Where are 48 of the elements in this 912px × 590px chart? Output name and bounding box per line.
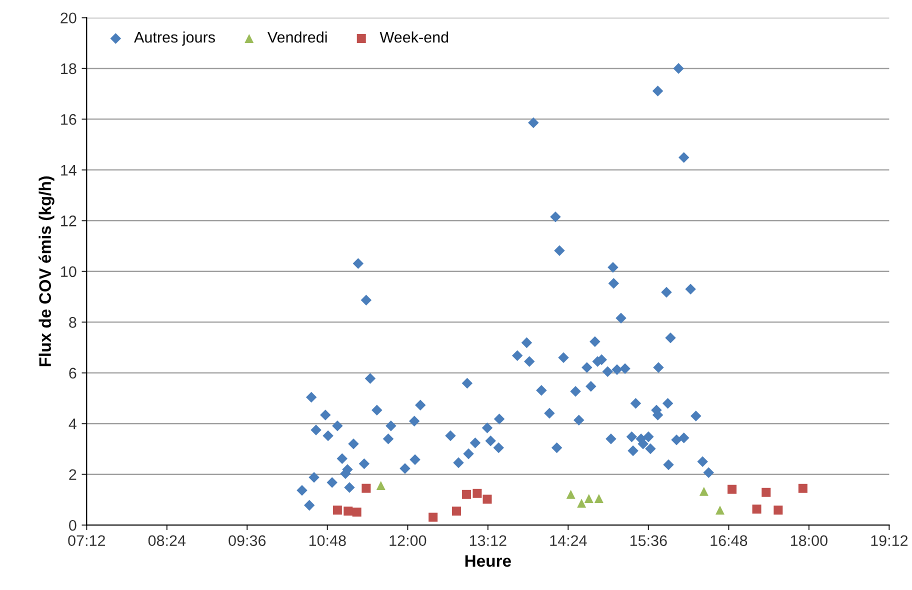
point — [577, 498, 586, 508]
point — [752, 504, 762, 514]
legend-label: Week-end — [380, 31, 448, 43]
x-axis-title: Heure — [465, 555, 511, 567]
x-tick-label: 07:12 — [68, 535, 105, 546]
point — [728, 484, 737, 494]
x-tick-label: 14:24 — [550, 535, 587, 546]
x-tick-label: 12:00 — [390, 535, 426, 546]
y-tick-label: 10 — [61, 266, 76, 278]
point — [362, 484, 371, 493]
y-tick-label: 6 — [69, 368, 76, 379]
x-tick-label: 16:48 — [710, 535, 748, 546]
y-tick-label: 18 — [61, 63, 76, 74]
y-tick-label: 8 — [69, 317, 76, 328]
y-tick-label: 12 — [61, 216, 76, 226]
x-tick-label: 08:24 — [148, 535, 186, 546]
x-tick-label: 19:12 — [871, 535, 908, 546]
point — [472, 488, 482, 498]
point — [428, 512, 438, 522]
legend-label: Vendredi — [268, 31, 327, 43]
y-tick-label: 4 — [68, 418, 76, 430]
point — [584, 494, 594, 503]
point — [699, 486, 708, 496]
legend-label: Autres jours — [134, 31, 215, 46]
point — [482, 494, 492, 504]
point — [594, 494, 604, 503]
point — [462, 490, 472, 499]
y-tick-label: 0 — [69, 520, 76, 531]
point — [352, 508, 362, 517]
y-tick-label: 2 — [69, 469, 76, 480]
y-tick-label: 14 — [61, 164, 76, 176]
x-tick-label: 15:36 — [630, 535, 667, 546]
x-tick-label: 18:00 — [790, 535, 828, 546]
point — [715, 506, 724, 515]
point — [376, 481, 386, 490]
y-axis-title: Flux de COV émis (kg/h) — [38, 176, 54, 366]
x-tick-label: 13:12 — [470, 535, 506, 546]
point — [452, 506, 461, 516]
x-tick-label: 09:36 — [228, 535, 266, 546]
y-tick-label: 16 — [61, 114, 76, 125]
point — [762, 488, 771, 497]
x-tick-label: 10:48 — [309, 535, 346, 546]
y-tick-label: 20 — [60, 12, 76, 24]
point — [774, 506, 783, 515]
point — [344, 506, 353, 516]
point — [332, 506, 342, 515]
point — [798, 484, 808, 493]
point — [566, 490, 576, 499]
